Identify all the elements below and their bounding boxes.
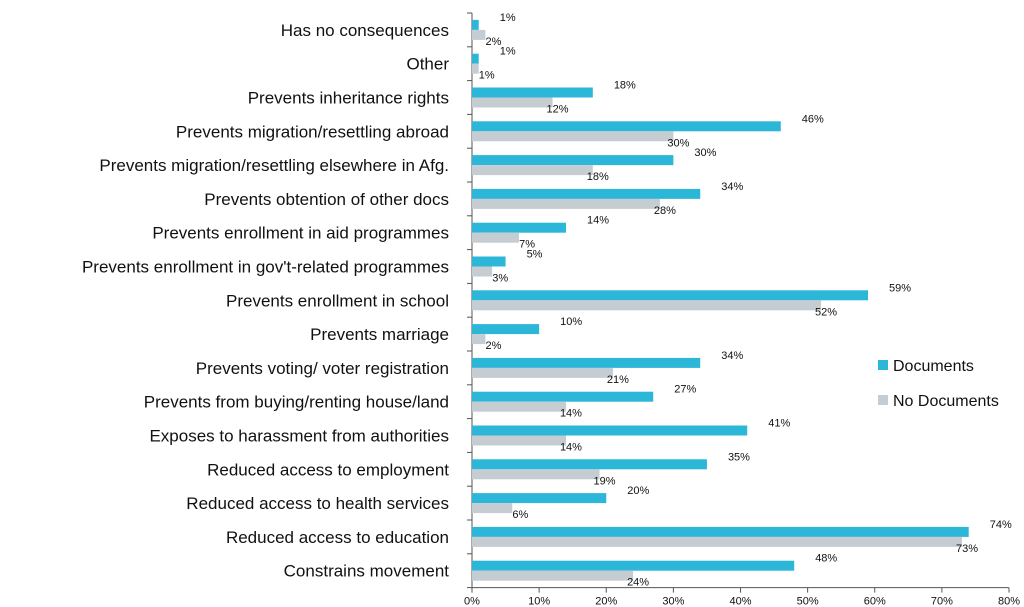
data-label-documents: 34% — [721, 350, 743, 362]
bar-documents — [472, 526, 969, 537]
category-label: Reduced access to employment — [207, 460, 449, 479]
category-label: Prevents obtention of other docs — [204, 190, 449, 209]
bar-documents — [472, 19, 479, 30]
bar-no-documents — [472, 300, 822, 311]
data-label-no-documents: 24% — [627, 577, 649, 589]
legend-label-documents: Documents — [893, 358, 974, 375]
data-label-no-documents: 3% — [492, 273, 508, 285]
data-label-no-documents: 18% — [587, 171, 609, 183]
bar-no-documents — [472, 165, 593, 176]
category-label: Prevents voting/ voter registration — [196, 359, 449, 378]
bar-documents — [472, 87, 593, 98]
data-label-no-documents: 2% — [486, 340, 502, 352]
bar-documents — [472, 357, 701, 368]
data-label-no-documents: 1% — [479, 70, 495, 82]
category-label: Other — [406, 55, 449, 74]
category-label: Reduced access to education — [226, 528, 449, 547]
data-label-no-documents: 14% — [560, 442, 582, 454]
bar-documents — [472, 560, 795, 571]
category-label: Prevents from buying/renting house/land — [144, 393, 449, 412]
bar-documents — [472, 188, 701, 199]
data-label-no-documents: 30% — [667, 137, 689, 149]
bar-documents — [472, 53, 479, 64]
bar-documents — [472, 391, 654, 402]
bar-no-documents — [472, 469, 600, 480]
x-tick-label: 10% — [528, 596, 550, 607]
data-label-documents: 41% — [768, 418, 790, 430]
data-label-documents: 10% — [560, 316, 582, 328]
bar-no-documents — [472, 435, 566, 446]
category-label: Prevents migration/resettling elsewhere … — [99, 156, 449, 175]
bar-documents — [472, 493, 607, 504]
x-tick-label: 20% — [595, 596, 617, 607]
data-label-documents: 14% — [587, 215, 609, 227]
data-label-no-documents: 6% — [512, 509, 528, 521]
bar-no-documents — [472, 570, 634, 581]
category-label: Prevents migration/resettling abroad — [176, 122, 449, 141]
data-label-no-documents: 12% — [547, 104, 569, 116]
bar-no-documents — [472, 97, 553, 108]
x-tick-label: 60% — [864, 596, 886, 607]
data-label-no-documents: 73% — [956, 543, 978, 555]
data-label-no-documents: 7% — [519, 239, 535, 251]
data-label-documents: 20% — [627, 485, 649, 497]
bar-no-documents — [472, 536, 963, 547]
bar-documents — [472, 290, 869, 301]
bar-no-documents — [472, 503, 513, 514]
data-label-no-documents: 2% — [486, 36, 502, 48]
data-label-documents: 27% — [674, 384, 696, 396]
data-label-documents: 59% — [889, 282, 911, 294]
bar-documents — [472, 425, 748, 436]
x-tick-label: 40% — [729, 596, 751, 607]
bar-no-documents — [472, 401, 566, 412]
data-label-documents: 1% — [500, 12, 516, 24]
bar-documents — [472, 155, 674, 166]
data-label-documents: 74% — [990, 519, 1012, 531]
data-label-documents: 48% — [815, 553, 837, 565]
bar-no-documents — [472, 334, 486, 345]
bar-no-documents — [472, 63, 479, 74]
category-label: Prevents enrollment in school — [226, 291, 449, 310]
bar-no-documents — [472, 367, 613, 378]
bar-no-documents — [472, 131, 674, 142]
data-label-documents: 5% — [527, 249, 543, 261]
x-tick-label: 80% — [998, 596, 1020, 607]
category-label: Prevents inheritance rights — [248, 89, 449, 108]
bar-documents — [472, 324, 540, 335]
data-label-no-documents: 14% — [560, 408, 582, 420]
data-label-no-documents: 28% — [654, 205, 676, 217]
bar-documents — [472, 459, 707, 470]
legend-swatch-documents — [878, 360, 888, 370]
bar-no-documents — [472, 198, 660, 209]
data-label-no-documents: 52% — [815, 306, 837, 318]
bar-no-documents — [472, 29, 486, 40]
bar-no-documents — [472, 232, 519, 243]
category-label: Exposes to harassment from authorities — [149, 427, 449, 446]
bar-documents — [472, 256, 506, 267]
data-label-documents: 34% — [721, 181, 743, 193]
category-label: Has no consequences — [281, 21, 449, 40]
x-tick-label: 30% — [662, 596, 684, 607]
category-label: Constrains movement — [284, 562, 450, 581]
data-label-documents: 30% — [694, 147, 716, 159]
legend-label-no-documents: No Documents — [893, 393, 999, 410]
data-label-documents: 46% — [802, 113, 824, 125]
data-label-documents: 18% — [614, 80, 636, 92]
data-label-documents: 1% — [500, 46, 516, 58]
data-label-documents: 35% — [728, 451, 750, 463]
category-label: Prevents enrollment in aid programmes — [152, 224, 449, 243]
bar-no-documents — [472, 266, 493, 277]
legend-swatch-no-documents — [878, 395, 888, 405]
bar-documents — [472, 121, 781, 132]
category-label: Reduced access to health services — [186, 494, 449, 513]
data-label-no-documents: 19% — [594, 475, 616, 487]
x-tick-label: 70% — [931, 596, 953, 607]
data-label-no-documents: 21% — [607, 374, 629, 386]
x-tick-label: 0% — [464, 596, 480, 607]
x-tick-label: 50% — [797, 596, 819, 607]
bar-documents — [472, 222, 566, 233]
category-label: Prevents enrollment in gov't-related pro… — [82, 258, 449, 277]
category-label: Prevents marriage — [310, 325, 449, 344]
